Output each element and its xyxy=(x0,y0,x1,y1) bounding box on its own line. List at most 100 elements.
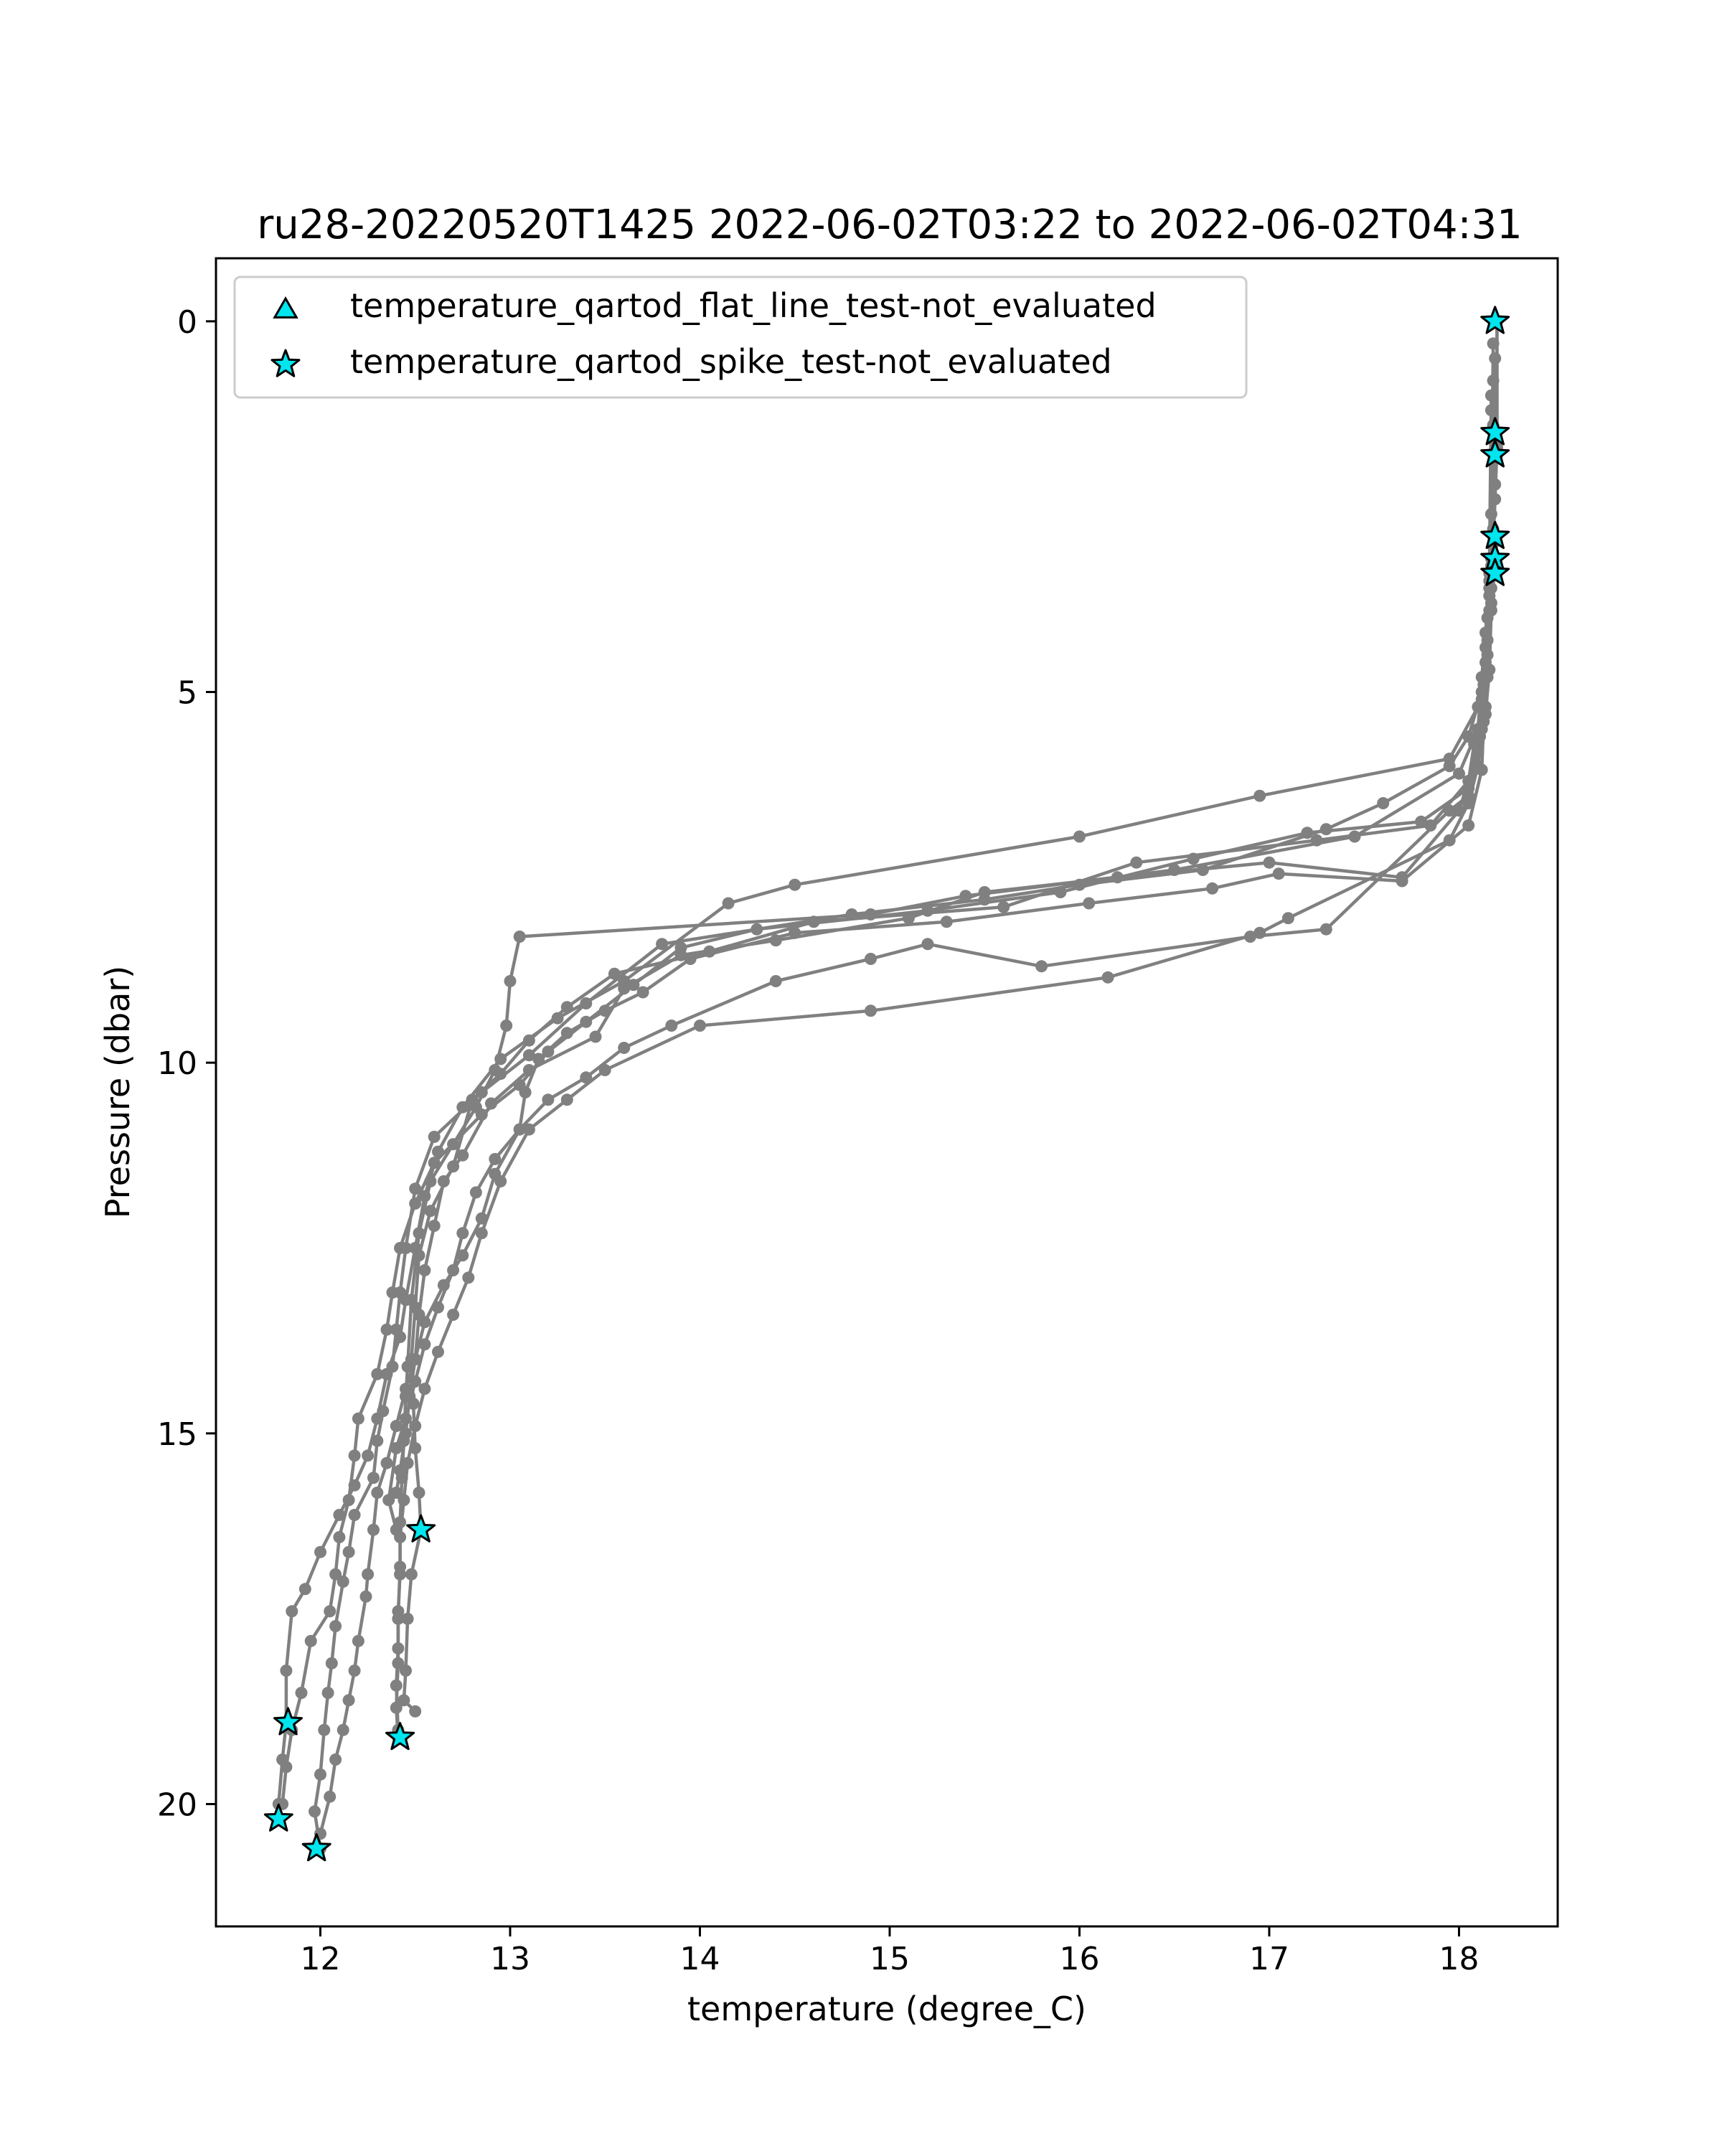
profile-point xyxy=(1301,827,1314,839)
profile-point xyxy=(519,1086,532,1098)
profile-point xyxy=(1130,856,1143,869)
profile-point xyxy=(1453,767,1465,780)
x-tick-label: 14 xyxy=(679,1941,720,1977)
y-tick-label: 20 xyxy=(157,1787,197,1824)
profile-point xyxy=(324,1605,337,1618)
profile-point xyxy=(432,1301,444,1314)
profile-point xyxy=(902,912,915,925)
profile-point xyxy=(337,1576,349,1588)
profile-point xyxy=(342,1694,355,1707)
profile-point xyxy=(722,897,735,910)
profile-line xyxy=(395,395,1493,1493)
profile-point xyxy=(1310,834,1323,847)
profile-point xyxy=(394,1531,407,1543)
profile-point xyxy=(397,1694,410,1707)
profile-point xyxy=(456,1149,469,1162)
profile-point xyxy=(1111,871,1124,884)
profile-point xyxy=(1443,834,1456,847)
profile-line xyxy=(277,321,1499,1820)
profile-point xyxy=(522,1123,535,1136)
profile-point xyxy=(456,1101,469,1114)
profile-point xyxy=(665,1020,678,1032)
profile-point xyxy=(1083,897,1096,910)
x-tick-label: 16 xyxy=(1059,1941,1099,1977)
legend: temperature_qartod_flat_line_test-not_ev… xyxy=(233,276,1248,399)
profile-point xyxy=(371,1412,384,1425)
x-tick-label: 18 xyxy=(1439,1941,1479,1977)
profile-point xyxy=(589,1030,602,1043)
profile-point xyxy=(1485,389,1497,402)
profile-line xyxy=(281,380,1495,1804)
profile-point xyxy=(324,1790,337,1803)
profile-point xyxy=(1483,604,1496,617)
profile-point xyxy=(1462,797,1475,809)
spike-marker xyxy=(1480,417,1510,446)
profile-series-5 xyxy=(390,389,1497,1499)
x-tick-label: 12 xyxy=(300,1941,340,1977)
profile-point xyxy=(865,1004,877,1017)
profile-point xyxy=(1035,960,1048,973)
profile-point xyxy=(560,1093,573,1106)
profile-point xyxy=(504,975,517,987)
profile-point xyxy=(500,1020,513,1032)
profile-point xyxy=(390,1487,403,1499)
profile-point xyxy=(475,1227,488,1240)
profile-point xyxy=(522,1049,535,1062)
y-axis-label: Pressure (dbar) xyxy=(98,966,137,1218)
x-axis-label: temperature (degree_C) xyxy=(687,1990,1086,2028)
spike-marker xyxy=(1480,439,1510,468)
profile-series-1 xyxy=(272,315,1503,1825)
x-tick-label: 17 xyxy=(1249,1941,1289,1977)
profile-point xyxy=(1272,867,1285,880)
spike-marker xyxy=(301,1833,331,1862)
y-axis: 0 5 10 15 20 xyxy=(157,304,216,1824)
profile-point xyxy=(371,1434,384,1447)
profile-point xyxy=(380,1456,393,1469)
profile-point xyxy=(456,1227,469,1240)
profile-point xyxy=(921,938,934,951)
profile-point xyxy=(418,1264,431,1276)
profile-point xyxy=(522,1034,535,1047)
profile-point xyxy=(352,1412,364,1425)
profile-point xyxy=(329,1568,342,1581)
profile-point xyxy=(469,1186,482,1199)
profile-point xyxy=(314,1545,326,1558)
profile-point xyxy=(348,1449,361,1462)
profile-point xyxy=(400,1412,412,1425)
profile-point xyxy=(1485,404,1497,417)
profile-point xyxy=(409,1420,422,1432)
profile-point xyxy=(367,1523,380,1536)
profile-point xyxy=(380,1323,393,1336)
profile-point xyxy=(494,1068,507,1081)
profile-point xyxy=(551,1012,564,1025)
profile-point xyxy=(1253,789,1266,802)
profile-point xyxy=(940,915,953,928)
profile-point xyxy=(333,1531,346,1543)
profile-point xyxy=(1253,926,1266,939)
profile-point xyxy=(424,1205,437,1218)
profile-point xyxy=(309,1805,321,1818)
profile-point xyxy=(390,1442,403,1454)
profile-point xyxy=(409,1197,422,1210)
profile-point xyxy=(390,1420,403,1432)
profile-point xyxy=(1281,912,1294,925)
profile-point xyxy=(394,1464,407,1477)
profile-point xyxy=(390,1679,403,1692)
legend-star-shape xyxy=(270,349,301,377)
profile-point xyxy=(280,1761,293,1774)
profile-point xyxy=(428,1131,441,1143)
profile-point xyxy=(447,1264,460,1276)
profile-point xyxy=(280,1665,293,1677)
profile-series-4 xyxy=(276,375,1500,1810)
profile-point xyxy=(684,953,697,965)
profile-point xyxy=(413,1227,425,1240)
profile-point xyxy=(400,1383,412,1395)
profile-point xyxy=(295,1687,308,1699)
profile-point xyxy=(1263,856,1276,869)
profile-point xyxy=(405,1568,418,1581)
profile-point xyxy=(329,1753,342,1766)
spike-marker xyxy=(1480,521,1510,550)
profile-point xyxy=(560,1027,573,1040)
legend-triangle-marker xyxy=(273,296,298,319)
